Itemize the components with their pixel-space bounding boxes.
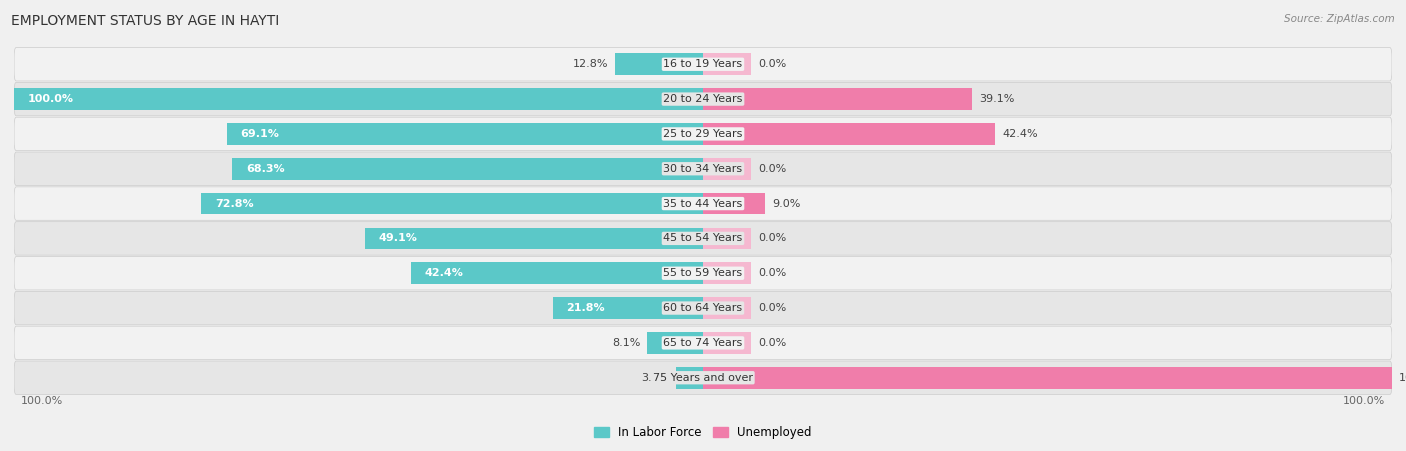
Text: 0.0%: 0.0% <box>758 234 786 244</box>
Text: 12.8%: 12.8% <box>572 59 607 69</box>
Text: 0.0%: 0.0% <box>758 338 786 348</box>
Text: 0.0%: 0.0% <box>758 303 786 313</box>
Bar <box>411 262 703 284</box>
Text: 55 to 59 Years: 55 to 59 Years <box>664 268 742 278</box>
Text: 45 to 54 Years: 45 to 54 Years <box>664 234 742 244</box>
Text: 60 to 64 Years: 60 to 64 Years <box>664 303 742 313</box>
Text: 0.0%: 0.0% <box>758 59 786 69</box>
Text: 30 to 34 Years: 30 to 34 Years <box>664 164 742 174</box>
Bar <box>703 158 751 179</box>
Bar <box>703 88 973 110</box>
Text: 25 to 29 Years: 25 to 29 Years <box>664 129 742 139</box>
Legend: In Labor Force, Unemployed: In Labor Force, Unemployed <box>589 421 817 444</box>
FancyBboxPatch shape <box>14 47 1392 81</box>
Text: 100.0%: 100.0% <box>1343 396 1385 406</box>
Bar <box>703 332 751 354</box>
FancyBboxPatch shape <box>14 83 1392 116</box>
FancyBboxPatch shape <box>14 291 1392 325</box>
FancyBboxPatch shape <box>14 187 1392 220</box>
FancyBboxPatch shape <box>14 361 1392 395</box>
Text: 100.0%: 100.0% <box>21 396 63 406</box>
Bar <box>703 367 1392 388</box>
Text: 20 to 24 Years: 20 to 24 Years <box>664 94 742 104</box>
Text: 75 Years and over: 75 Years and over <box>652 373 754 383</box>
Text: 3.9%: 3.9% <box>641 373 669 383</box>
Text: 0.0%: 0.0% <box>758 164 786 174</box>
Text: 0.0%: 0.0% <box>758 268 786 278</box>
Bar <box>703 262 751 284</box>
Bar <box>703 297 751 319</box>
Bar <box>364 228 703 249</box>
Bar <box>647 332 703 354</box>
Bar <box>232 158 703 179</box>
Bar <box>14 88 703 110</box>
Text: 9.0%: 9.0% <box>772 198 800 208</box>
Text: 69.1%: 69.1% <box>240 129 280 139</box>
Text: 100.0%: 100.0% <box>1399 373 1406 383</box>
Bar <box>553 297 703 319</box>
Bar <box>703 123 995 145</box>
Text: 21.8%: 21.8% <box>567 303 605 313</box>
Bar <box>703 54 751 75</box>
Text: 35 to 44 Years: 35 to 44 Years <box>664 198 742 208</box>
Text: 42.4%: 42.4% <box>425 268 464 278</box>
Text: Source: ZipAtlas.com: Source: ZipAtlas.com <box>1284 14 1395 23</box>
Bar <box>226 123 703 145</box>
FancyBboxPatch shape <box>14 152 1392 185</box>
Bar <box>201 193 703 214</box>
Text: 39.1%: 39.1% <box>979 94 1015 104</box>
Text: 42.4%: 42.4% <box>1002 129 1038 139</box>
Text: 68.3%: 68.3% <box>246 164 285 174</box>
Text: EMPLOYMENT STATUS BY AGE IN HAYTI: EMPLOYMENT STATUS BY AGE IN HAYTI <box>11 14 280 28</box>
FancyBboxPatch shape <box>14 257 1392 290</box>
Bar <box>676 367 703 388</box>
FancyBboxPatch shape <box>14 222 1392 255</box>
Bar <box>703 228 751 249</box>
FancyBboxPatch shape <box>14 326 1392 359</box>
Text: 8.1%: 8.1% <box>612 338 640 348</box>
Text: 72.8%: 72.8% <box>215 198 254 208</box>
Text: 100.0%: 100.0% <box>28 94 75 104</box>
FancyBboxPatch shape <box>14 117 1392 151</box>
Bar <box>703 193 765 214</box>
Text: 65 to 74 Years: 65 to 74 Years <box>664 338 742 348</box>
Text: 16 to 19 Years: 16 to 19 Years <box>664 59 742 69</box>
Text: 49.1%: 49.1% <box>378 234 418 244</box>
Bar <box>614 54 703 75</box>
